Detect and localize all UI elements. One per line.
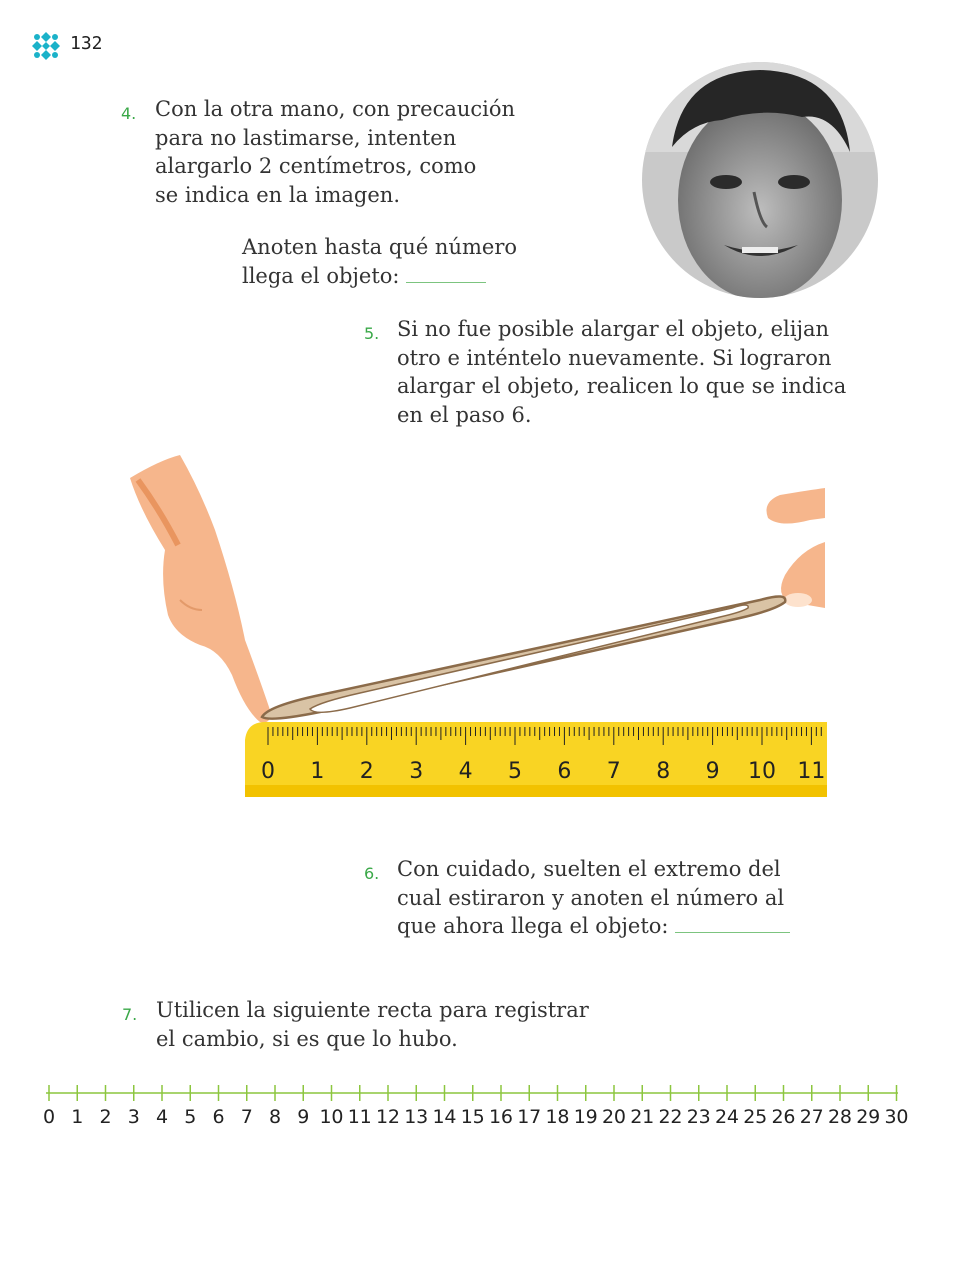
ruler-labels: 0 1 2 3 4 5 6 7 8 9 10 11 [261, 759, 825, 784]
number-line-label: 4 [156, 1106, 168, 1128]
ruler-label: 11 [797, 759, 825, 784]
number-line-label: 26 [772, 1106, 796, 1128]
ruler-label: 1 [310, 759, 324, 784]
number-line-label: 1 [71, 1106, 83, 1128]
number-line-label: 24 [715, 1106, 739, 1128]
logo-icon [32, 32, 60, 60]
prompt-line: Anoten hasta qué número [242, 235, 517, 259]
ruler-ticks [267, 727, 822, 745]
step-line: Utilicen la siguiente recta para registr… [156, 998, 589, 1022]
number-line-label: 30 [885, 1106, 909, 1128]
answer-blank[interactable] [406, 281, 487, 283]
number-line-label: 7 [241, 1106, 253, 1128]
number-line-ticks [48, 1085, 898, 1101]
step-number: 5. [364, 324, 380, 343]
number-line-label: 5 [184, 1106, 196, 1128]
number-line-label: 9 [297, 1106, 309, 1128]
step-line: para no lastimarse, intenten [155, 125, 457, 150]
number-line-label: 15 [461, 1106, 485, 1128]
step-7: 7. Utilicen la siguiente recta para regi… [122, 996, 636, 1053]
ruler-label: 2 [360, 759, 374, 784]
number-line-labels: 0 1 2 3 4 5 6 7 8 9 10 11 12 13 14 15 16 17 18 19 20 21 22 23 24… [43, 1106, 909, 1128]
number-line-label: 28 [828, 1106, 852, 1128]
step-line: en el paso 6. [397, 402, 532, 427]
number-line-label: 12 [376, 1106, 400, 1128]
number-line-label: 27 [800, 1106, 824, 1128]
step-6: 6. Con cuidado, suelten el extremo del c… [364, 855, 837, 941]
ruler-illustration: 0 1 2 3 4 5 6 7 8 9 10 11 [130, 455, 827, 797]
prompt-line: llega el objeto: [242, 263, 400, 288]
number-line-label: 25 [743, 1106, 767, 1128]
ruler-label: 10 [748, 759, 776, 784]
number-line-label: 23 [687, 1106, 711, 1128]
ruler-label: 5 [508, 759, 522, 784]
step-line: Con la otra mano, con precaución [155, 97, 516, 121]
step-5: 5. Si no fue posible alargar el objeto, … [364, 315, 867, 429]
ruler-label: 6 [557, 759, 571, 784]
number-line-label: 11 [348, 1106, 372, 1128]
number-line-label: 18 [546, 1106, 570, 1128]
number-line-label: 14 [433, 1106, 457, 1128]
ruler-label: 3 [409, 759, 423, 784]
step-line: Con cuidado, suelten el extremo del [397, 857, 781, 881]
ruler-label: 7 [607, 759, 621, 784]
number-line-label: 8 [269, 1106, 281, 1128]
child-photo [642, 62, 878, 298]
step-line: otro e inténtelo nuevamente. Si lograron [397, 345, 832, 370]
number-line-label: 22 [659, 1106, 683, 1128]
number-line-label: 16 [489, 1106, 513, 1128]
ruler-label: 8 [656, 759, 670, 784]
step-number: 4. [121, 104, 137, 123]
number-line-label: 6 [212, 1106, 224, 1128]
number-line-label: 19 [574, 1106, 598, 1128]
step-line: alargarlo 2 centímetros, como [155, 154, 477, 178]
number-line-label: 2 [99, 1106, 111, 1128]
page-number: 132 [70, 33, 103, 54]
number-line-label: 0 [43, 1106, 55, 1128]
number-line-label: 21 [630, 1106, 654, 1128]
number-line-label: 29 [856, 1106, 880, 1128]
step-4-prompt: Anoten hasta qué número llega el objeto: [242, 233, 562, 290]
number-line-label: 3 [128, 1106, 140, 1128]
ruler-label: 9 [706, 759, 720, 784]
number-line-label: 17 [517, 1106, 541, 1128]
step-4: 4. Con la otra mano, con precaución para… [121, 95, 575, 209]
step-line: Si no fue posible alargar el objeto, eli… [397, 317, 830, 341]
number-line-label: 10 [320, 1106, 344, 1128]
right-hand [766, 488, 825, 524]
step-number: 7. [122, 1005, 138, 1024]
step-line: que ahora llega el objeto: [397, 914, 669, 938]
ruler-label: 0 [261, 759, 275, 784]
ruler-label: 4 [459, 759, 473, 784]
step-line: se indica en la imagen. [155, 182, 400, 207]
answer-blank[interactable] [675, 932, 791, 933]
number-line[interactable]: 0 1 2 3 4 5 6 7 8 9 10 11 12 13 14 15 16 17 18 19 20 21 22 23 24… [38, 1075, 918, 1135]
step-line: cual estiraron y anoten el número al [397, 885, 785, 910]
step-line: alargar el objeto, realicen lo que se in… [397, 374, 847, 398]
number-line-label: 20 [602, 1106, 626, 1128]
step-line: el cambio, si es que lo hubo. [156, 1026, 458, 1051]
number-line-label: 13 [404, 1106, 428, 1128]
step-number: 6. [364, 864, 380, 883]
